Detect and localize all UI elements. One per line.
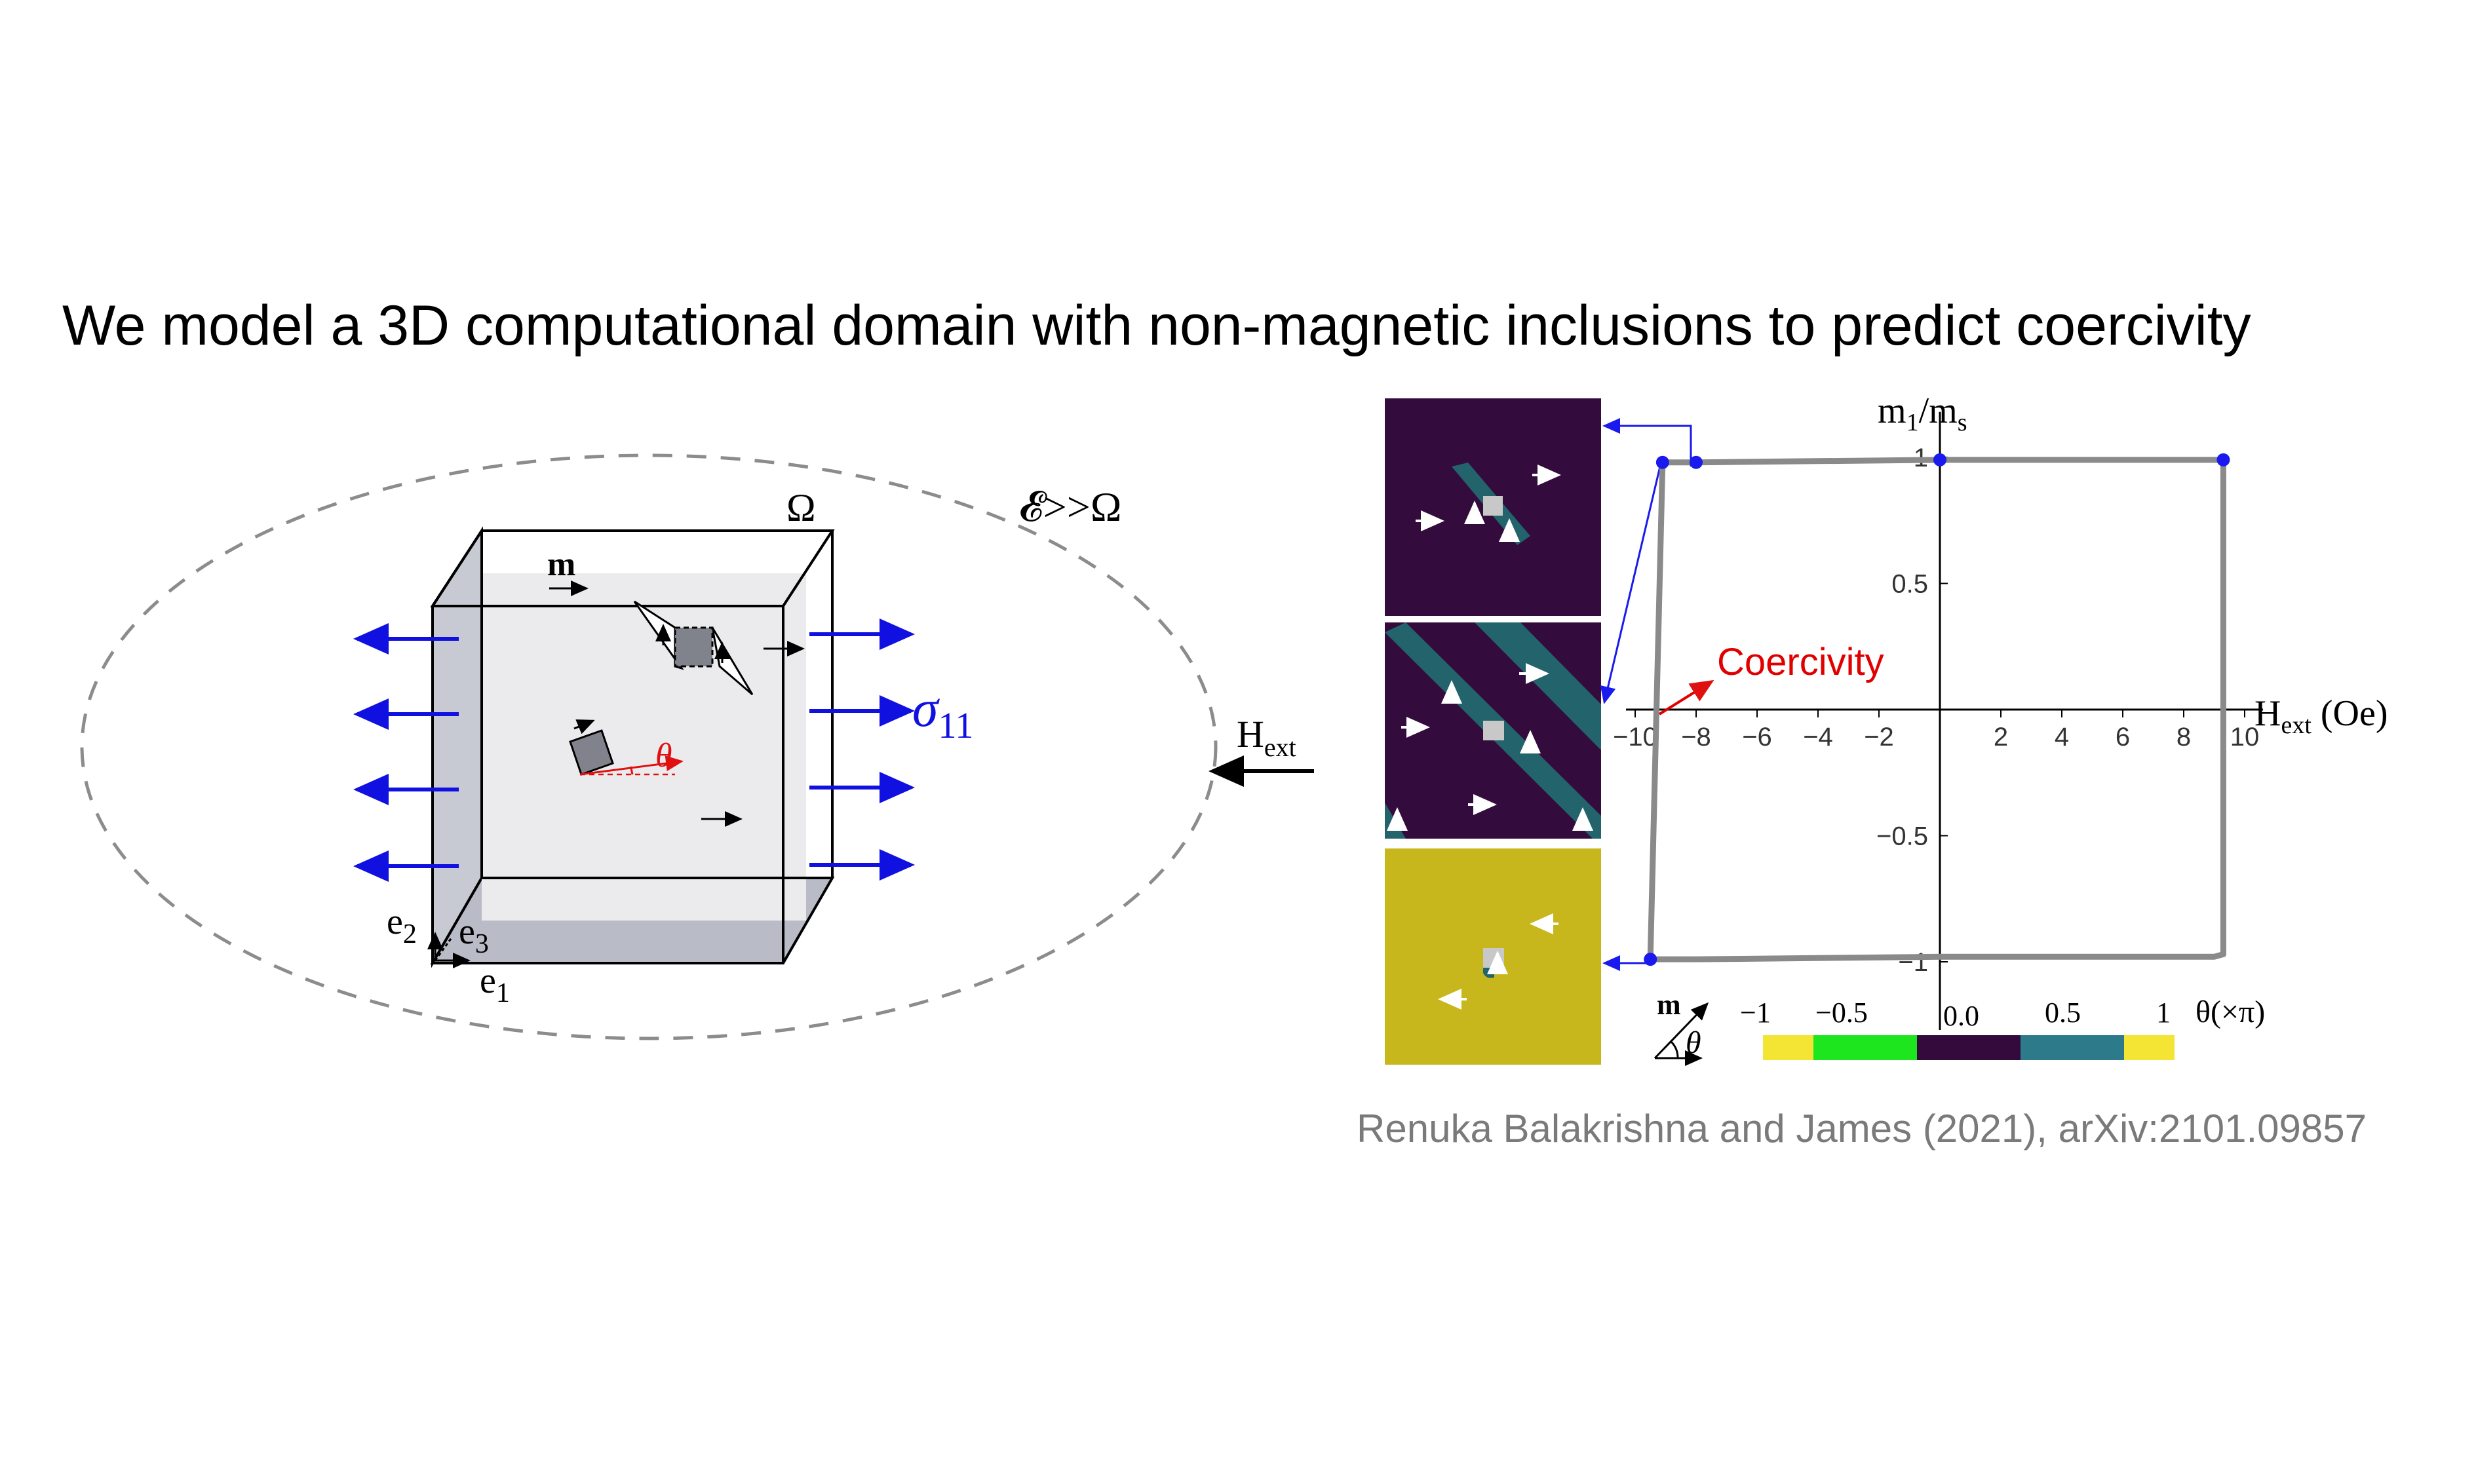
- colorbar-tick: −1: [1740, 997, 1771, 1029]
- coercivity-annotation: Coercivity: [1717, 641, 1884, 683]
- stress-label: σ11: [912, 680, 973, 746]
- y-tick-label: −1: [1898, 948, 1928, 977]
- colorbar-segment: [1763, 1035, 1813, 1060]
- axis-e2-label: e2: [387, 902, 417, 949]
- x-axis-label: Hext (Oe): [2254, 693, 2388, 739]
- stress-arrows-right: [809, 618, 915, 881]
- x-tick-label: 6: [2116, 723, 2130, 752]
- domain-snapshot-middle: [1385, 622, 1601, 839]
- colorbar-tick: 0.5: [2045, 997, 2081, 1029]
- coercivity-arrow: [1658, 679, 1714, 715]
- cube-front-face: [482, 573, 806, 921]
- x-tick-label: −4: [1803, 723, 1833, 752]
- magnetization-label: m: [547, 546, 575, 583]
- colorbar-legend: m θ −1 −0.5 0.0 0.5 1 θ(×π): [1654, 989, 2265, 1066]
- x-tick-label: −10: [1613, 723, 1657, 752]
- snapshot-point: [2216, 453, 2230, 466]
- colorbar-segment: [1917, 1035, 2021, 1060]
- x-tick-label: 10: [2230, 723, 2260, 752]
- stress-arrows-left: [353, 623, 459, 882]
- y-axis-label: m1/ms: [1878, 390, 1967, 436]
- colorbar-segment: [2021, 1035, 2124, 1060]
- snapshot-point: [1933, 453, 1946, 466]
- domain-snapshot-top: [1385, 398, 1601, 616]
- x-tick-label: −6: [1742, 723, 1772, 752]
- chart-points: [1644, 453, 2230, 966]
- colorbar-tick: 1: [2156, 997, 2171, 1029]
- rotated-inclusion: [569, 719, 684, 776]
- inclusion-with-domain: [633, 600, 805, 696]
- colorbar-unit-label: θ(×π): [2196, 995, 2265, 1029]
- domain-omega-label: Ω: [786, 486, 816, 529]
- colorbar-segment: [2124, 1035, 2175, 1060]
- snapshot-point: [1644, 953, 1657, 966]
- x-tick-label: −8: [1681, 723, 1711, 752]
- schematic: m θ Ω 𝓔>>Ω σ11 Hext e2 e3 e1: [80, 453, 1314, 1040]
- axis-e3-label: e3: [459, 911, 489, 959]
- colorbar-segment: [1813, 1035, 1917, 1060]
- x-tick-label: −2: [1864, 723, 1894, 752]
- field-label: Hext: [1237, 713, 1296, 762]
- theta-label: θ: [655, 737, 672, 774]
- axis-e1-label: e1: [480, 961, 510, 1008]
- slide-title: We model a 3D computational domain with …: [62, 294, 2251, 357]
- hysteresis-chart: −10 −8 −6 −4 −2 2 4 6 8 10 1 0.5 −0.5 −1: [1613, 411, 2263, 1030]
- chart-axes: [1626, 411, 2263, 1030]
- colorbar-m-label: m: [1657, 989, 1681, 1021]
- snapshot-point: [1655, 455, 1669, 469]
- outer-domain-ellipse: [80, 453, 1218, 1040]
- domain-snapshot-bottom: [1385, 848, 1601, 1065]
- y-tick-label: −0.5: [1876, 822, 1928, 851]
- snapshot-connectors: [1600, 418, 1692, 971]
- x-tick-label: 4: [2055, 723, 2069, 752]
- x-tick-label: 2: [1994, 723, 2008, 752]
- y-tick-label: 0.5: [1891, 570, 1928, 599]
- colorbar-segments: [1763, 1035, 2175, 1060]
- citation: Renuka Balakrishna and James (2021), arX…: [1357, 1107, 2367, 1151]
- outer-space-label: 𝓔>>Ω: [1019, 484, 1121, 530]
- colorbar-tick: −0.5: [1815, 997, 1868, 1029]
- colorbar-theta-label: θ: [1686, 1025, 1701, 1060]
- snapshot-point: [1690, 455, 1703, 469]
- colorbar-tick: 0.0: [1943, 1000, 1979, 1032]
- x-tick-label: 8: [2176, 723, 2191, 752]
- coordinate-axes: [427, 932, 471, 968]
